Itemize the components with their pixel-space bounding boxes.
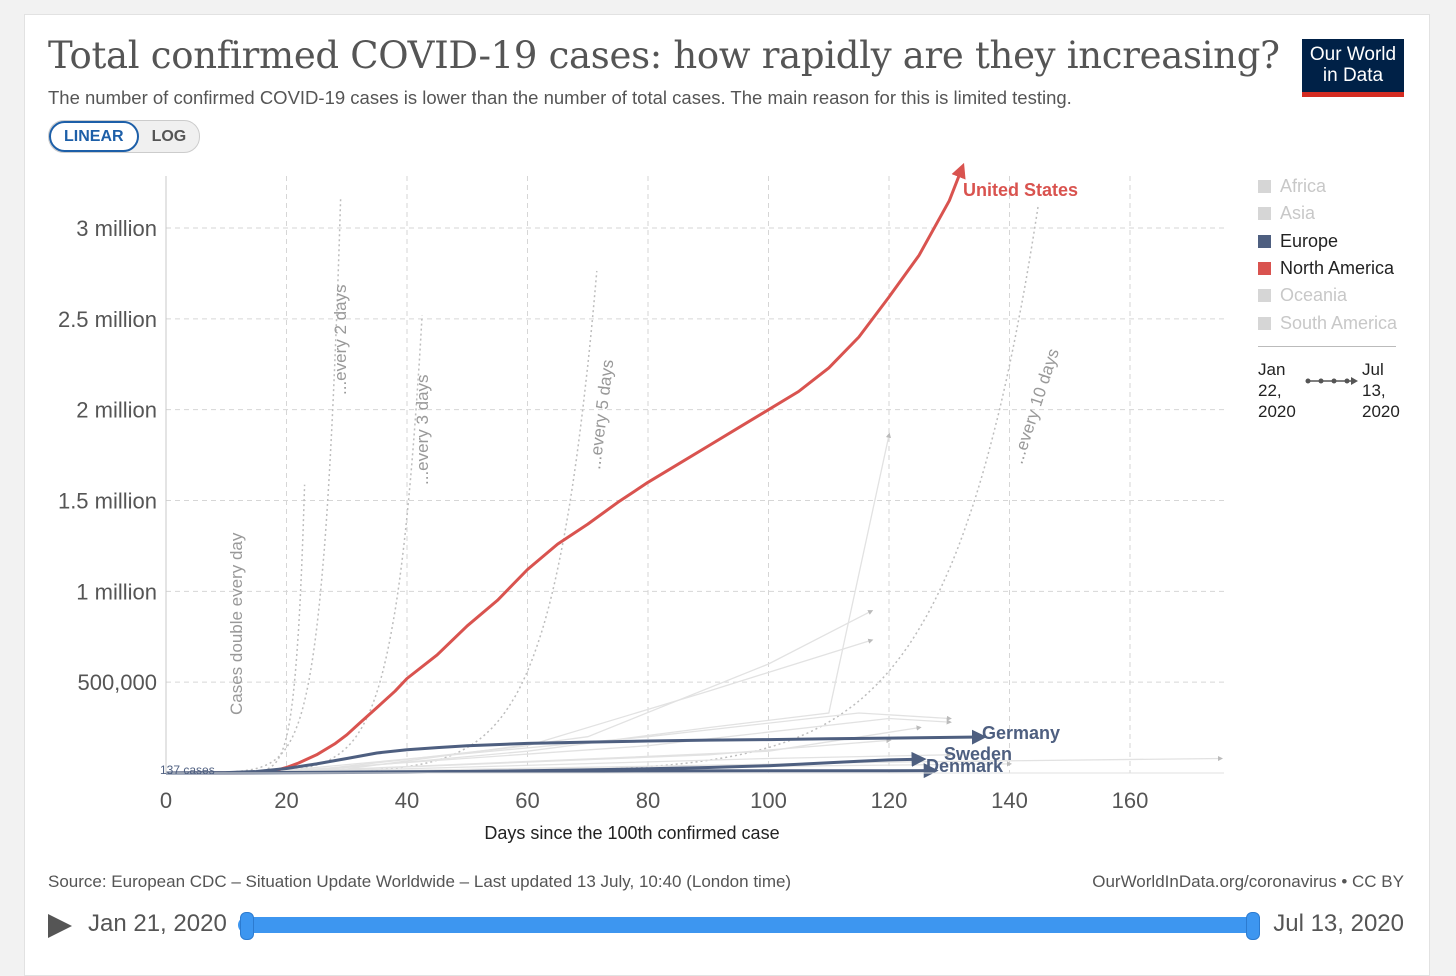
legend-label: Oceania [1280,285,1348,306]
timeline-start-date: Jan 21, 2020 [88,910,227,937]
range-end-year: 2020 [1362,401,1400,421]
legend-label: North America [1280,258,1395,279]
timeline-track[interactable] [238,917,1258,933]
source-note: Source: European CDC – Situation Update … [48,872,792,891]
legend-item-europe[interactable]: Europe [1258,228,1397,255]
log-scale-button[interactable]: LOG [151,128,187,145]
legend-date-range: Jan 22, 2020 Jul 13, 2020 [1258,359,1400,429]
legend-swatch [1258,207,1271,221]
range-end-day: 13, [1362,380,1386,400]
logo-line-1: Our World [1309,44,1397,65]
legend-separator [1258,345,1396,347]
legend-item-africa[interactable]: Africa [1258,173,1397,200]
legend-item-north-america[interactable]: North America [1258,255,1397,282]
legend-item-oceania[interactable]: Oceania [1258,282,1397,309]
chart-subtitle: The number of confirmed COVID-19 cases i… [48,87,1072,108]
timeline: Jan 21, 2020 Jul 13, 2020 [48,905,1408,945]
legend-swatch [1258,234,1271,248]
chart-card [24,14,1430,976]
credit-link[interactable]: OurWorldInData.org/coronavirus • CC BY [1092,872,1404,891]
legend: Africa Asia Europe North America Oceania Sout… [1258,173,1400,429]
range-end-month: Jul [1362,359,1384,379]
legend-swatch [1258,289,1271,303]
timeline-start-handle[interactable] [240,912,254,940]
legend-label: Africa [1280,176,1327,197]
play-icon[interactable] [48,914,72,938]
owid-logo[interactable]: Our World in Data [1302,39,1404,97]
range-start-month: Jan [1258,359,1286,379]
range-start-day: 22, [1258,380,1282,400]
legend-item-south-america[interactable]: South America [1258,309,1397,336]
legend-label: Asia [1280,203,1316,224]
legend-item-asia[interactable]: Asia [1258,200,1397,227]
date-range-arrow-icon [1305,376,1358,385]
legend-label: South America [1280,312,1398,333]
linear-scale-button[interactable]: LINEAR [49,121,139,152]
timeline-end-date: Jul 13, 2020 [1273,910,1404,937]
range-start-year: 2020 [1258,401,1296,421]
legend-swatch [1258,262,1271,276]
scale-toggle[interactable]: LINEAR LOG [48,120,201,153]
legend-swatch [1258,316,1271,330]
timeline-end-handle[interactable] [1246,912,1260,940]
logo-line-2: in Data [1322,65,1384,86]
chart-title: Total confirmed COVID-19 cases: how rapi… [48,34,1280,77]
legend-swatch [1258,180,1271,194]
legend-label: Europe [1280,230,1339,251]
